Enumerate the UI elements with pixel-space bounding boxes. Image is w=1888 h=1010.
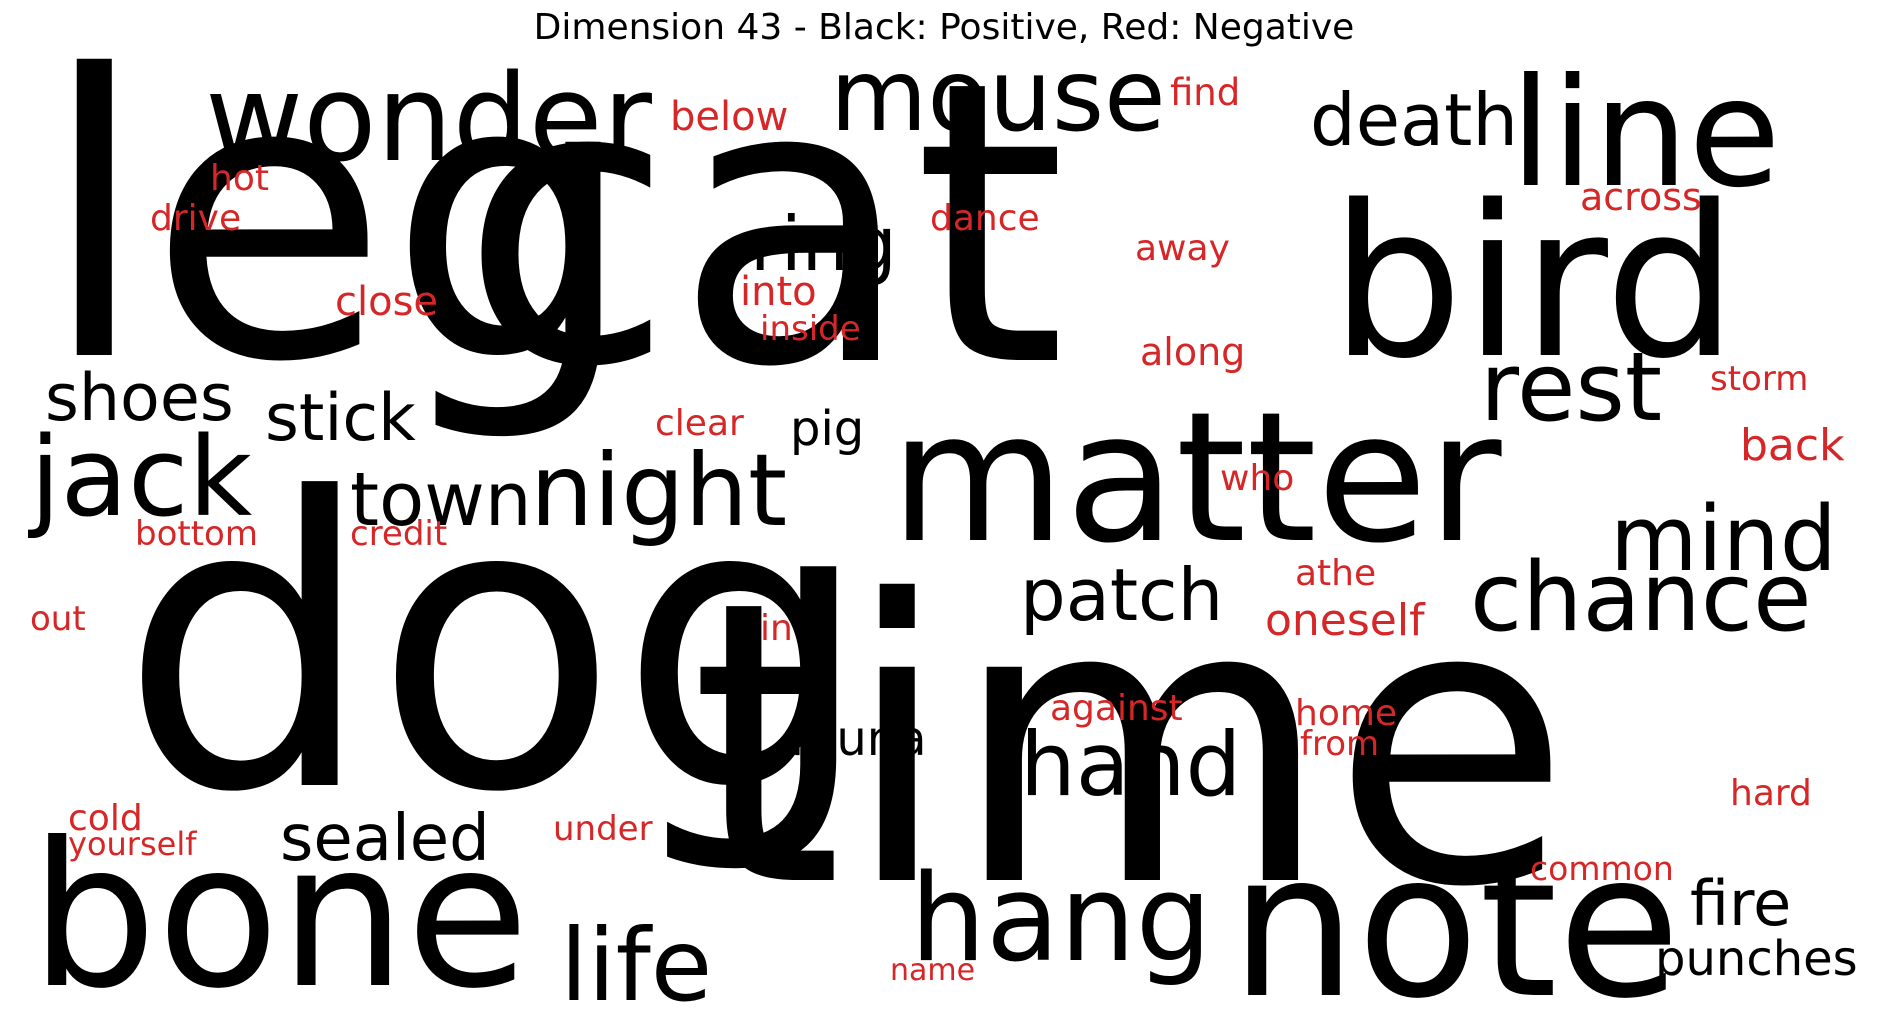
word-town: town xyxy=(350,457,532,543)
word-jack: jack xyxy=(28,413,252,541)
word-ring: ring xyxy=(750,200,897,288)
word-away: away xyxy=(1135,228,1230,269)
word-sealed: sealed xyxy=(280,802,490,876)
word-life: life xyxy=(560,907,712,1010)
word-stick: stick xyxy=(265,381,416,456)
word-out: out xyxy=(30,599,86,639)
word-close: close xyxy=(335,279,438,325)
word-who: who xyxy=(1220,458,1294,499)
word-fire: fire xyxy=(1690,867,1791,940)
word-below: below xyxy=(670,94,788,140)
word-chance: chance xyxy=(1470,543,1812,653)
word-hand: hand xyxy=(1020,713,1241,816)
word-against: against xyxy=(1050,688,1183,729)
word-yourself: yourself xyxy=(68,825,197,863)
word-bird: bird xyxy=(1330,160,1738,405)
word-bottom: bottom xyxy=(135,514,258,554)
chart-title: Dimension 43 - Black: Positive, Red: Neg… xyxy=(533,7,1355,48)
word-in: in xyxy=(760,608,793,649)
word-death: death xyxy=(1310,78,1518,162)
word-hang: hang xyxy=(910,850,1212,989)
word-cat: cat xyxy=(460,0,1066,452)
word-clear: clear xyxy=(655,403,744,444)
word-dog: dog xyxy=(120,415,873,880)
word-into: into xyxy=(740,269,817,315)
word-night: night xyxy=(530,432,787,549)
word-note: note xyxy=(1230,810,1681,1010)
word-athe: athe xyxy=(1295,553,1376,594)
word-dance: dance xyxy=(930,198,1040,239)
word-bone: bone xyxy=(30,800,529,1010)
word-leg: leg xyxy=(40,0,636,447)
word-matter: matter xyxy=(890,374,1502,583)
word-punches: punches xyxy=(1655,931,1858,987)
word-wonder: wonder xyxy=(205,50,653,189)
word-line: line xyxy=(1510,47,1781,221)
word-cold: cold xyxy=(68,798,143,839)
word-pig: pig xyxy=(790,401,864,457)
word-rest: rest xyxy=(1480,333,1662,443)
word-fauna: fauna xyxy=(790,711,927,767)
word-back: back xyxy=(1740,420,1845,471)
word-mind: mind xyxy=(1610,487,1837,592)
word-inside: inside xyxy=(760,309,861,349)
word-home: home xyxy=(1295,693,1397,734)
word-common: common xyxy=(1530,849,1674,888)
word-oneself: oneself xyxy=(1265,595,1426,646)
word-name: name xyxy=(890,953,975,988)
word-hot: hot xyxy=(210,158,269,199)
word-storm: storm xyxy=(1710,359,1808,399)
word-hard: hard xyxy=(1730,773,1812,814)
word-under: under xyxy=(553,809,653,849)
word-shoes: shoes xyxy=(45,361,234,436)
word-find: find xyxy=(1170,71,1240,114)
word-along: along xyxy=(1140,330,1245,374)
word-from: from xyxy=(1300,724,1379,764)
word-patch: patch xyxy=(1020,553,1223,637)
word-time: time xyxy=(690,518,1571,972)
word-drive: drive xyxy=(150,198,241,239)
word-across: across xyxy=(1580,175,1702,219)
word-mouse: mouse xyxy=(830,37,1166,154)
word-credit: credit xyxy=(350,514,447,554)
